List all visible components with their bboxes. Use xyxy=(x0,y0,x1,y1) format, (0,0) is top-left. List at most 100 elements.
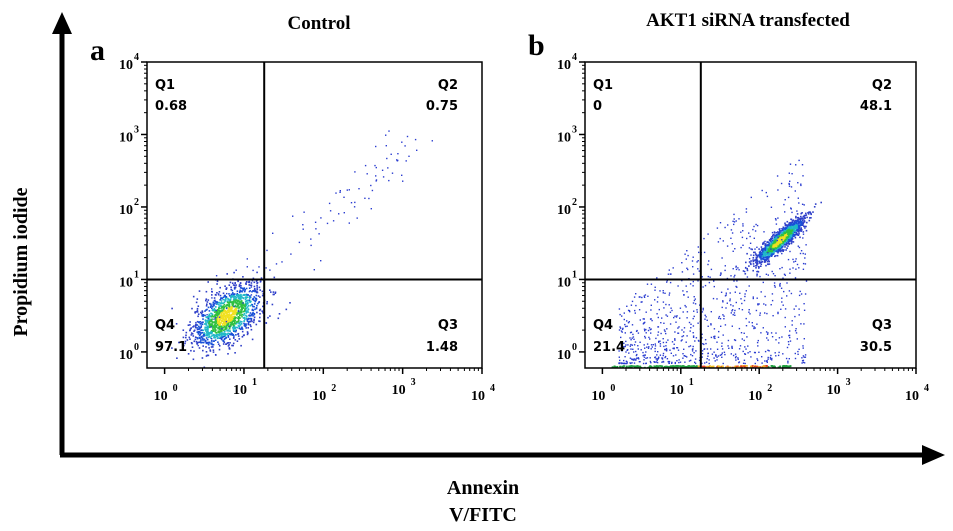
scatter-point xyxy=(716,365,719,368)
scatter-point xyxy=(223,330,226,333)
scatter-point xyxy=(256,290,258,293)
scatter-point xyxy=(752,254,755,257)
scatter-point xyxy=(656,361,659,364)
scatter-point xyxy=(240,309,242,311)
scatter-point xyxy=(236,292,239,295)
scatter-point xyxy=(219,286,221,289)
scatter-point xyxy=(233,317,235,320)
scatter-point xyxy=(795,216,797,219)
scatter-point xyxy=(223,301,226,303)
scatter-point xyxy=(782,243,784,246)
scatter-point xyxy=(654,286,656,288)
scatter-point xyxy=(714,360,716,362)
scatter-point xyxy=(794,260,797,262)
scatter-point xyxy=(790,218,792,221)
scatter-point xyxy=(243,290,246,293)
scatter-point xyxy=(204,328,207,331)
scatter-point xyxy=(223,334,226,337)
scatter-point xyxy=(769,249,772,252)
scatter-point xyxy=(783,231,785,234)
scatter-point xyxy=(245,296,247,298)
scatter-point xyxy=(624,332,626,334)
scatter-point xyxy=(754,351,756,354)
scatter-point xyxy=(247,294,249,296)
scatter-point xyxy=(220,332,222,334)
scatter-point xyxy=(236,300,239,303)
scatter-point xyxy=(781,242,784,244)
scatter-point xyxy=(736,286,738,288)
scatter-point xyxy=(788,228,790,231)
scatter-point xyxy=(798,233,800,235)
scatter-point xyxy=(225,320,228,323)
scatter-point xyxy=(732,314,734,316)
scatter-point xyxy=(628,352,630,354)
scatter-point xyxy=(796,263,799,266)
scatter-point xyxy=(281,261,283,263)
scatter-point xyxy=(719,318,722,320)
scatter-point xyxy=(206,314,208,316)
scatter-point xyxy=(329,210,332,212)
scatter-point xyxy=(208,322,210,325)
scatter-point xyxy=(808,211,810,213)
scatter-point xyxy=(778,240,780,243)
scatter-point xyxy=(245,324,247,327)
y-tick-exponent: 1 xyxy=(134,269,139,280)
scatter-point xyxy=(754,230,757,232)
scatter-point xyxy=(225,288,227,290)
scatter-point xyxy=(758,248,760,250)
scatter-point xyxy=(677,365,680,367)
scatter-point xyxy=(733,280,735,282)
scatter-point xyxy=(623,359,625,362)
scatter-point xyxy=(681,271,684,273)
scatter-point xyxy=(761,260,764,263)
scatter-point xyxy=(694,303,697,305)
scatter-point xyxy=(692,273,695,275)
scatter-point xyxy=(640,301,642,303)
scatter-point xyxy=(787,242,790,244)
scatter-point xyxy=(803,216,806,219)
scatter-point xyxy=(343,196,345,198)
scatter-point xyxy=(743,332,745,334)
scatter-point xyxy=(197,331,200,334)
scatter-point xyxy=(756,261,759,263)
scatter-point xyxy=(696,261,698,263)
scatter-point xyxy=(650,365,653,368)
scatter-point xyxy=(226,316,229,319)
scatter-point xyxy=(222,306,224,308)
scatter-point xyxy=(654,350,656,353)
scatter-point xyxy=(738,269,740,271)
scatter-point xyxy=(792,241,795,243)
scatter-point xyxy=(218,316,221,318)
scatter-point xyxy=(678,326,680,328)
scatter-point xyxy=(256,281,259,284)
scatter-point xyxy=(631,337,633,339)
scatter-point xyxy=(246,281,248,283)
scatter-point xyxy=(243,314,245,316)
scatter-point xyxy=(233,284,236,287)
scatter-point xyxy=(740,246,742,249)
scatter-point xyxy=(250,282,253,284)
scatter-point xyxy=(232,293,234,295)
scatter-point xyxy=(789,235,791,237)
y-tick-label: 10 xyxy=(557,58,571,73)
scatter-point xyxy=(760,265,762,267)
scatter-point xyxy=(787,360,789,362)
scatter-point xyxy=(258,320,260,322)
scatter-point xyxy=(229,301,231,304)
scatter-point xyxy=(756,264,758,267)
scatter-point xyxy=(767,249,770,251)
scatter-point xyxy=(253,281,256,284)
scatter-point xyxy=(792,258,794,261)
scatter-point xyxy=(213,333,215,336)
scatter-point xyxy=(227,304,230,307)
scatter-point xyxy=(705,316,707,318)
scatter-point xyxy=(171,347,173,349)
scatter-point xyxy=(748,321,750,323)
scatter-point xyxy=(216,337,219,340)
scatter-point xyxy=(762,365,765,367)
scatter-point xyxy=(245,314,247,317)
scatter-point xyxy=(772,366,775,368)
scatter-point xyxy=(721,345,723,347)
scatter-point xyxy=(227,336,230,338)
x-tick-exponent: 2 xyxy=(767,383,772,394)
